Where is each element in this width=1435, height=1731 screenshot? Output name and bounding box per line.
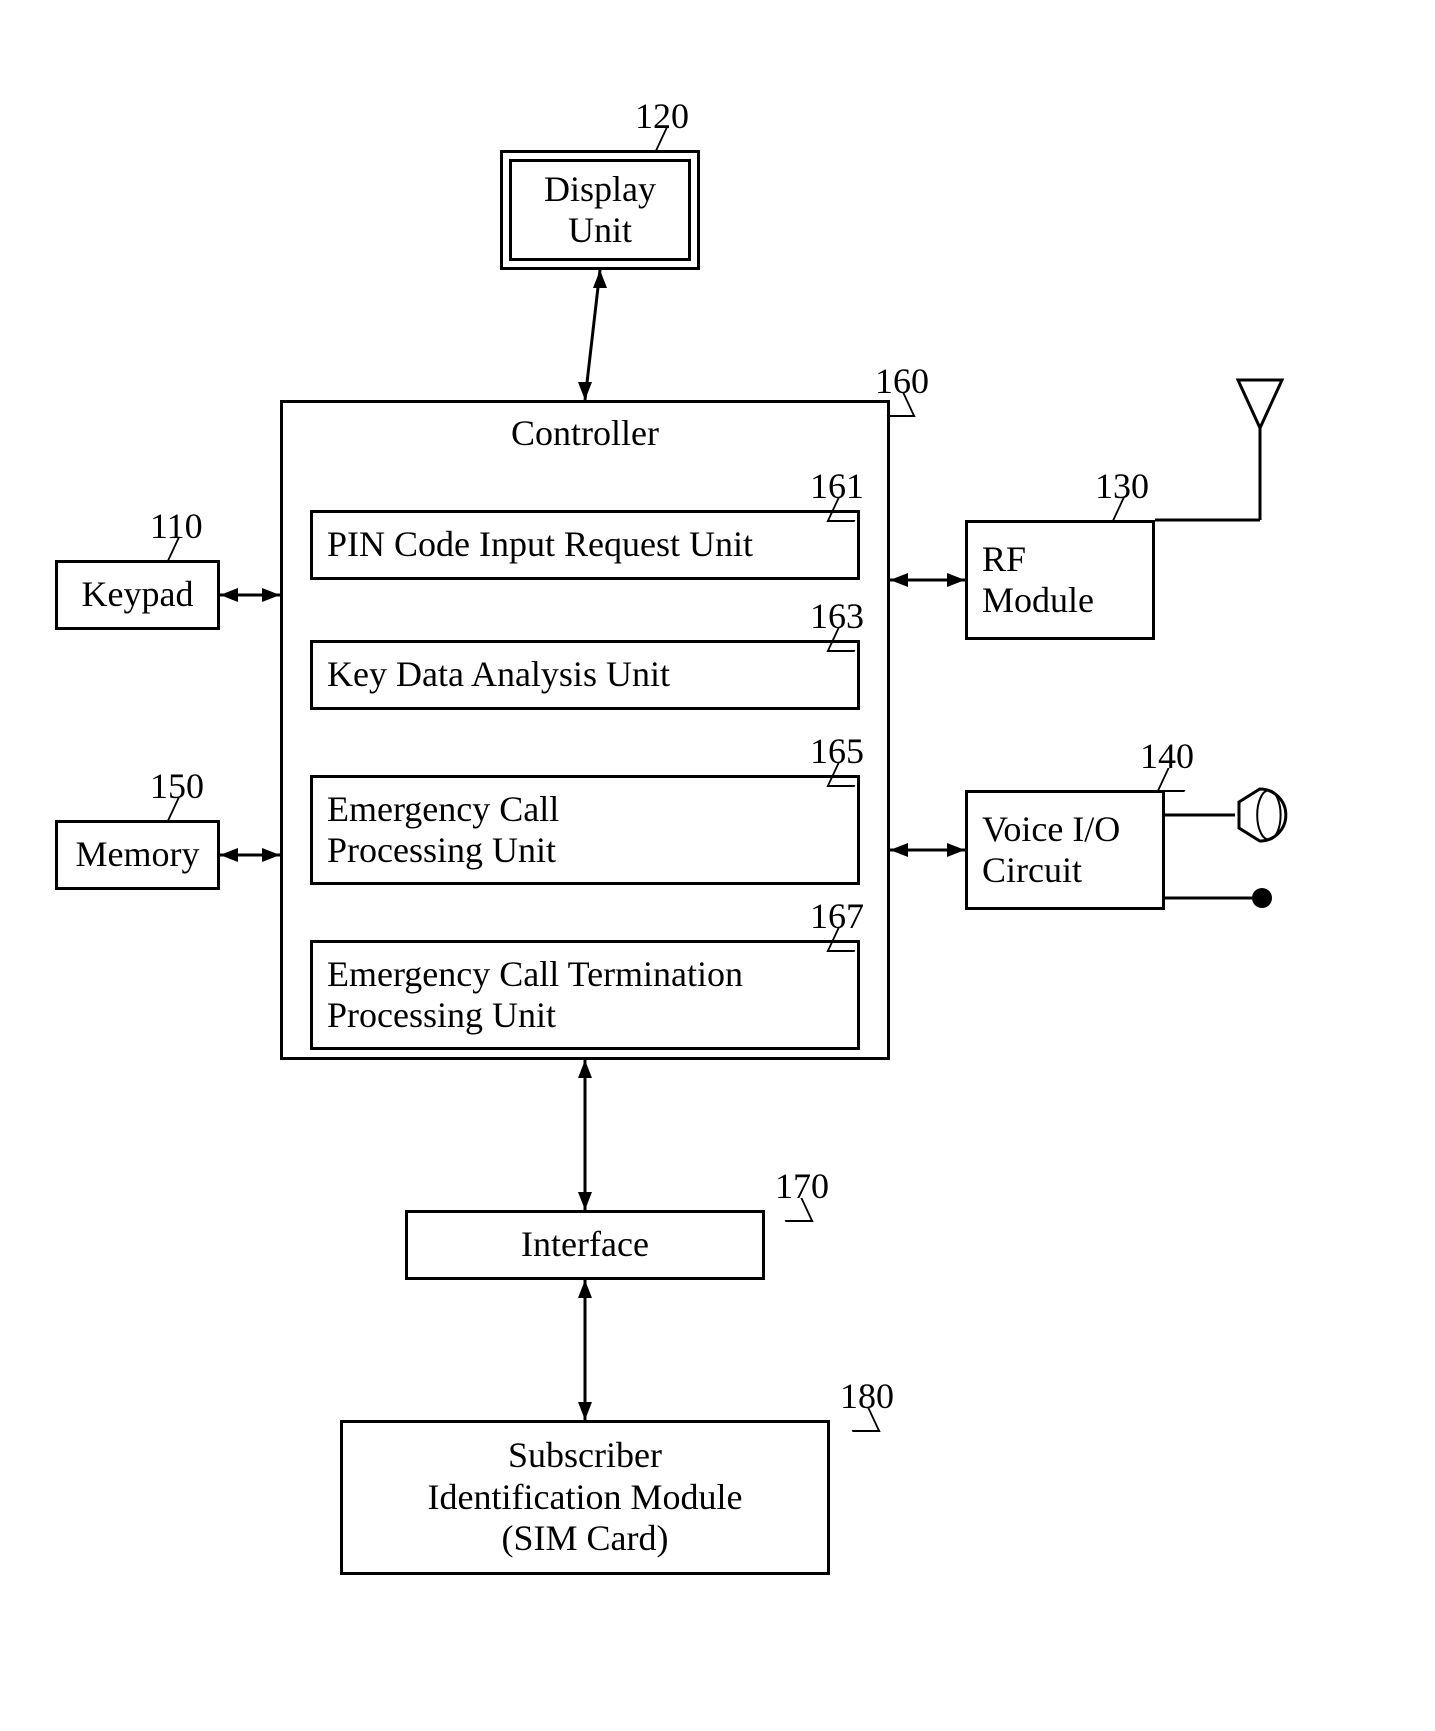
term-label: Emergency Call Termination Processing Un… [327, 954, 743, 1037]
pin-label: PIN Code Input Request Unit [327, 524, 753, 565]
diagram-canvas: Display Unit Controller PIN Code Input Req… [0, 0, 1435, 1731]
emerg-box: Emergency Call Processing Unit [310, 775, 860, 885]
emerg-label: Emergency Call Processing Unit [327, 789, 559, 872]
term-box: Emergency Call Termination Processing Un… [310, 940, 860, 1050]
rf-label: RF Module [982, 539, 1094, 622]
voice-label: Voice I/O Circuit [982, 809, 1120, 892]
sim-box: Subscriber Identification Module (SIM Ca… [340, 1420, 830, 1575]
keypad-box: Keypad [55, 560, 220, 630]
pin-box: PIN Code Input Request Unit [310, 510, 860, 580]
keydata-box: Key Data Analysis Unit [310, 640, 860, 710]
keydata-label: Key Data Analysis Unit [327, 654, 670, 695]
interface-label: Interface [521, 1224, 649, 1265]
interface-box: Interface [405, 1210, 765, 1280]
voice-box: Voice I/O Circuit [965, 790, 1165, 910]
sim-label: Subscriber Identification Module (SIM Ca… [428, 1435, 743, 1559]
display-box: Display Unit [500, 150, 700, 270]
controller-label: Controller [511, 413, 659, 454]
memory-label: Memory [76, 834, 200, 875]
display-label: Display Unit [544, 169, 656, 252]
rf-box: RF Module [965, 520, 1155, 640]
memory-box: Memory [55, 820, 220, 890]
keypad-label: Keypad [82, 574, 194, 615]
